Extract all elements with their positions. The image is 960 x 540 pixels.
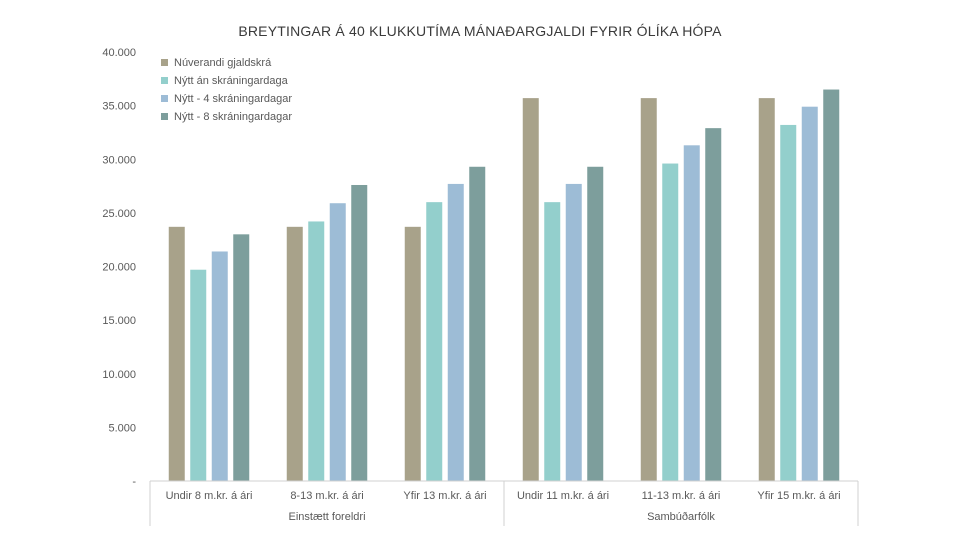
y-tick-label: 40.000: [102, 47, 136, 59]
legend-swatch: [161, 95, 168, 102]
legend-label: Nýtt án skráningardaga: [174, 75, 289, 87]
y-axis: - 5.000 10.000 15.000 20.000 25.000 30.000 35.0…: [102, 47, 136, 488]
bar: [469, 166, 486, 481]
bar: [780, 124, 797, 482]
legend-label: Nýtt - 8 skráningardagar: [174, 111, 292, 123]
bar: [758, 98, 775, 482]
legend-swatch: [161, 77, 168, 84]
bar: [640, 98, 657, 482]
x-tick-label: Undir 11 m.kr. á ári: [517, 490, 609, 502]
x-tick-label: 8-13 m.kr. á ári: [290, 490, 363, 502]
y-tick-label: 5.000: [108, 422, 136, 434]
bar: [211, 251, 228, 481]
y-tick-label: 30.000: [102, 154, 136, 166]
bar: [404, 226, 421, 481]
y-tick-label: 15.000: [102, 315, 136, 327]
y-tick-label: 10.000: [102, 369, 136, 381]
bar: [823, 89, 840, 481]
y-tick-label: 25.000: [102, 208, 136, 220]
x-axis: Undir 8 m.kr. á ári 8-13 m.kr. á ári Yfir …: [149, 480, 859, 526]
bar: [522, 98, 539, 482]
bar: [426, 202, 443, 481]
bar: [168, 226, 185, 481]
legend-label: Núverandi gjaldskrá: [174, 57, 272, 69]
bar: [308, 221, 325, 481]
legend-label: Nýtt - 4 skráningardagar: [174, 93, 292, 105]
legend-swatch: [161, 59, 168, 66]
bar: [683, 145, 700, 481]
bar: [286, 226, 303, 481]
group-label: Einstætt foreldri: [288, 511, 365, 523]
x-tick-label: Yfir 15 m.kr. á ári: [757, 490, 840, 502]
group-label: Sambúðarfólk: [647, 511, 715, 523]
bar: [329, 203, 346, 481]
legend: Núverandi gjaldskrá Nýtt án skráningardag…: [161, 57, 292, 123]
x-tick-label: Yfir 13 m.kr. á ári: [403, 490, 486, 502]
bar: [233, 234, 250, 481]
y-tick-label: 35.000: [102, 101, 136, 113]
y-tick-label: -: [132, 476, 136, 488]
bar: [801, 106, 818, 481]
bar: [190, 269, 207, 481]
chart-title: BREYTINGAR Á 40 KLUKKUTÍMA MÁNAÐARGJALDI…: [238, 23, 722, 39]
legend-swatch: [161, 113, 168, 120]
bar: [565, 183, 582, 482]
x-tick-label: Undir 8 m.kr. á ári: [166, 490, 253, 502]
x-tick-label: 11-13 m.kr. á ári: [642, 490, 721, 502]
bar: [705, 128, 722, 481]
bar: [662, 163, 679, 482]
bar: [544, 202, 561, 481]
bar: [351, 184, 368, 482]
bars: [168, 89, 840, 482]
bar: [447, 183, 464, 482]
bar: [587, 166, 604, 481]
y-tick-label: 20.000: [102, 262, 136, 274]
